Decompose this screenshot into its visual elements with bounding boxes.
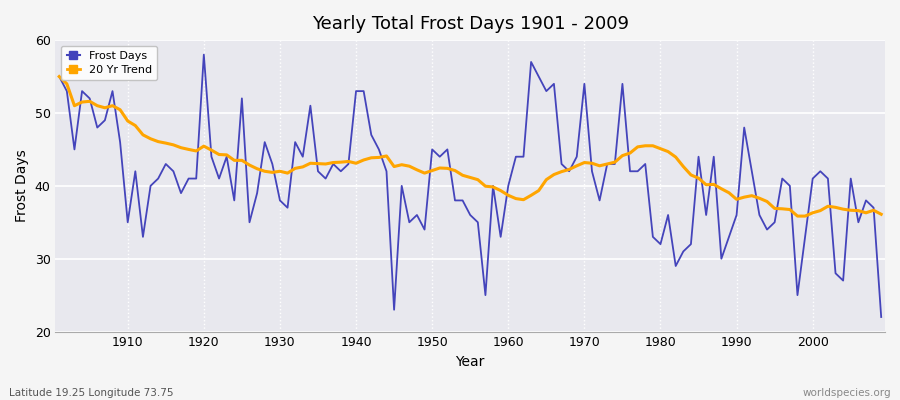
Frost Days <box>510 154 521 159</box>
Frost Days <box>503 184 514 188</box>
20 Yr Trend <box>114 107 125 112</box>
Legend: Frost Days, 20 Yr Trend: Frost Days, 20 Yr Trend <box>61 46 158 80</box>
20 Yr Trend <box>792 214 803 218</box>
Frost Days <box>114 140 125 144</box>
Frost Days <box>54 74 65 79</box>
Frost Days <box>290 140 301 144</box>
20 Yr Trend <box>594 164 605 168</box>
20 Yr Trend <box>503 193 514 198</box>
20 Yr Trend <box>282 171 292 176</box>
Y-axis label: Frost Days: Frost Days <box>15 150 29 222</box>
20 Yr Trend <box>495 188 506 193</box>
20 Yr Trend <box>54 74 65 79</box>
Title: Yearly Total Frost Days 1901 - 2009: Yearly Total Frost Days 1901 - 2009 <box>311 15 629 33</box>
20 Yr Trend <box>876 212 886 217</box>
Frost Days <box>876 315 886 320</box>
Frost Days <box>198 52 209 57</box>
Line: 20 Yr Trend: 20 Yr Trend <box>59 76 881 216</box>
20 Yr Trend <box>328 160 338 165</box>
X-axis label: Year: Year <box>455 355 485 369</box>
Frost Days <box>336 169 346 174</box>
Line: Frost Days: Frost Days <box>59 55 881 317</box>
Text: Latitude 19.25 Longitude 73.75: Latitude 19.25 Longitude 73.75 <box>9 388 174 398</box>
Frost Days <box>602 162 613 166</box>
Text: worldspecies.org: worldspecies.org <box>803 388 891 398</box>
